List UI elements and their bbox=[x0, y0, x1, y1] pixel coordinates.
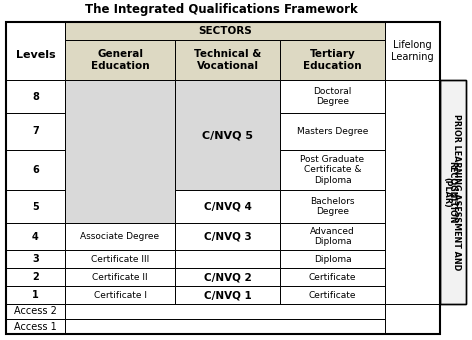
Text: Certificate: Certificate bbox=[309, 290, 356, 300]
Text: Advanced
Diploma: Advanced Diploma bbox=[310, 227, 355, 246]
Text: Access 1: Access 1 bbox=[14, 322, 57, 332]
Bar bbox=[440, 80, 466, 304]
Text: Lifelong
Learning: Lifelong Learning bbox=[391, 40, 434, 62]
Text: Doctoral
Degree: Doctoral Degree bbox=[313, 87, 352, 106]
Bar bbox=[65, 223, 175, 250]
Text: Certificate I: Certificate I bbox=[93, 290, 146, 300]
Bar bbox=[175, 286, 280, 304]
Bar bbox=[6, 304, 65, 319]
Text: C/NVQ 2: C/NVQ 2 bbox=[203, 272, 252, 282]
Bar bbox=[385, 22, 440, 80]
Bar bbox=[65, 40, 175, 80]
Text: Associate Degree: Associate Degree bbox=[80, 232, 160, 241]
Bar bbox=[6, 150, 65, 190]
Bar bbox=[175, 190, 280, 223]
Text: PRIOR LEARNING ASESSMENT AND: PRIOR LEARNING ASESSMENT AND bbox=[453, 114, 462, 270]
Text: SECTORS: SECTORS bbox=[198, 26, 252, 36]
Text: 4: 4 bbox=[32, 232, 39, 241]
Text: 7: 7 bbox=[32, 126, 39, 136]
Text: (PLAR): (PLAR) bbox=[443, 176, 452, 207]
Text: Access 2: Access 2 bbox=[14, 306, 57, 317]
Text: RECOGNITION: RECOGNITION bbox=[447, 161, 456, 223]
Text: 3: 3 bbox=[32, 254, 39, 264]
Text: C/NVQ 5: C/NVQ 5 bbox=[202, 130, 253, 140]
Bar bbox=[280, 113, 385, 150]
Bar bbox=[280, 286, 385, 304]
Bar bbox=[6, 113, 65, 150]
Bar bbox=[65, 80, 175, 223]
Bar bbox=[280, 40, 385, 80]
Text: C/NVQ 1: C/NVQ 1 bbox=[203, 290, 252, 300]
Text: 2: 2 bbox=[32, 272, 39, 282]
Bar bbox=[175, 40, 280, 80]
Bar bbox=[65, 319, 385, 334]
Text: Levels: Levels bbox=[16, 50, 55, 60]
Text: 5: 5 bbox=[32, 202, 39, 211]
Bar bbox=[175, 223, 280, 250]
Text: C/NVQ 4: C/NVQ 4 bbox=[203, 202, 252, 211]
Text: C/NVQ 3: C/NVQ 3 bbox=[203, 232, 252, 241]
Text: Certificate II: Certificate II bbox=[92, 272, 148, 282]
Text: Masters Degree: Masters Degree bbox=[297, 127, 368, 136]
Bar bbox=[280, 268, 385, 286]
Bar bbox=[6, 268, 65, 286]
Bar bbox=[280, 80, 385, 113]
Bar bbox=[6, 223, 65, 250]
Bar bbox=[280, 190, 385, 223]
Bar bbox=[6, 250, 65, 268]
Bar bbox=[280, 250, 385, 268]
Bar bbox=[6, 22, 65, 80]
Bar bbox=[385, 80, 440, 304]
Bar bbox=[6, 319, 65, 334]
Text: The Integrated Qualifications Framework: The Integrated Qualifications Framework bbox=[85, 3, 358, 17]
Text: Post Graduate
Certificate &
Diploma: Post Graduate Certificate & Diploma bbox=[301, 155, 364, 185]
Bar bbox=[65, 250, 175, 268]
Bar bbox=[175, 268, 280, 286]
Bar bbox=[175, 250, 280, 268]
Text: Certificate: Certificate bbox=[309, 272, 356, 282]
Text: Bachelors
Degree: Bachelors Degree bbox=[310, 197, 355, 216]
Text: 8: 8 bbox=[32, 91, 39, 102]
Text: Diploma: Diploma bbox=[314, 255, 351, 264]
Text: Technical &
Vocational: Technical & Vocational bbox=[194, 49, 261, 71]
Bar bbox=[280, 150, 385, 190]
Text: Certificate III: Certificate III bbox=[91, 255, 149, 264]
Bar bbox=[6, 80, 65, 113]
Bar bbox=[65, 286, 175, 304]
Bar bbox=[65, 268, 175, 286]
Bar bbox=[6, 286, 65, 304]
Bar bbox=[280, 223, 385, 250]
Text: Tertiary
Education: Tertiary Education bbox=[303, 49, 362, 71]
Bar bbox=[175, 80, 280, 190]
Bar bbox=[6, 190, 65, 223]
Text: 1: 1 bbox=[32, 290, 39, 300]
Bar bbox=[440, 80, 466, 304]
Text: General
Education: General Education bbox=[91, 49, 149, 71]
Bar bbox=[65, 304, 385, 319]
Bar bbox=[65, 22, 385, 40]
Text: 6: 6 bbox=[32, 165, 39, 175]
